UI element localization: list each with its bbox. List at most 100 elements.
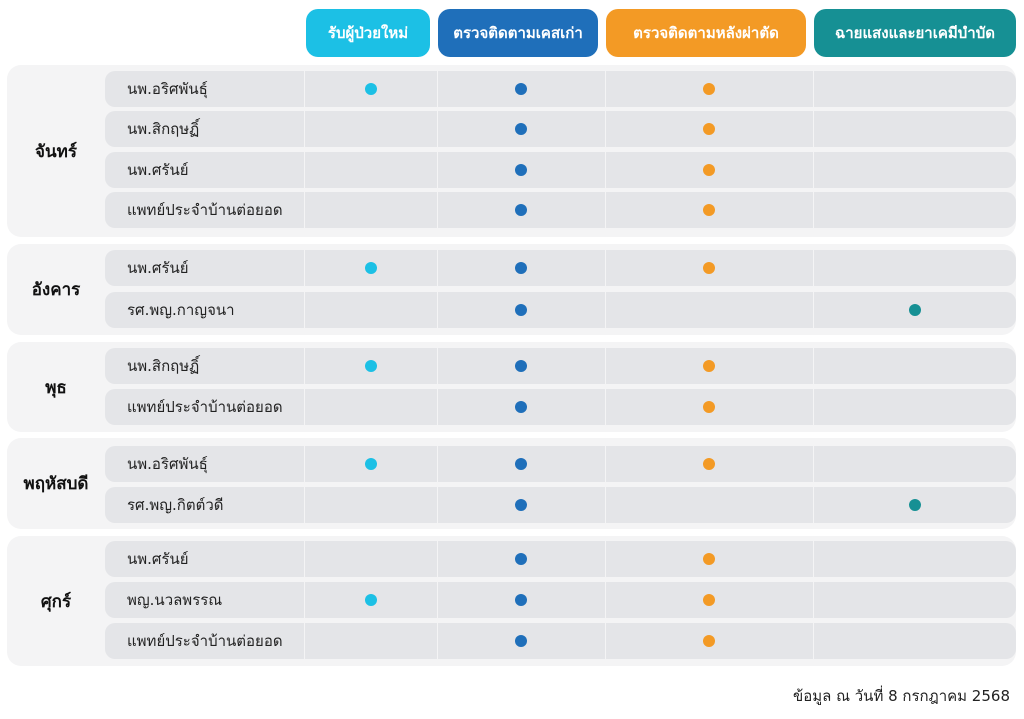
availability-dot-icon [515,83,527,95]
availability-dot-icon [703,458,715,470]
schedule-cell [437,71,606,107]
availability-dot-icon [703,123,715,135]
schedule-cell [437,541,606,577]
schedule-cell [605,348,814,384]
doctor-name: นพ.อริศพันธุ์ [105,71,305,107]
availability-dot-icon [703,594,715,606]
schedule-cell [437,582,606,618]
schedule-row: นพ.ศรันย์ [105,152,1016,188]
schedule-cell [305,389,438,425]
schedule-cell [305,348,438,384]
schedule-cell [813,348,1016,384]
schedule-row: พญ.นวลพรรณ [105,582,1016,618]
column-header-4: ฉายแสงและยาเคมีบำบัด [814,9,1016,57]
schedule-cell [437,111,606,147]
availability-dot-icon [515,553,527,565]
schedule-row: รศ.พญ.กาญจนา [105,292,1016,328]
availability-dot-icon [703,262,715,274]
schedule-cell [813,389,1016,425]
day-label: ศุกร์ [40,591,72,612]
schedule-cell [813,446,1016,482]
schedule-cell [437,292,606,328]
day-group: พฤหัสบดี นพ.อริศพันธุ์ รศ.พญ.กิตต์วดี [7,438,1016,529]
schedule-cell [605,389,814,425]
availability-dot-icon [515,594,527,606]
doctor-name: นพ.สิกฤษฏิ์ [105,348,305,384]
doctor-name: แพทย์ประจำบ้านต่อยอด [105,389,305,425]
schedule-cell [305,446,438,482]
availability-dot-icon [365,360,377,372]
schedule-cell [813,250,1016,286]
availability-dot-icon [703,401,715,413]
schedule-cell [437,446,606,482]
schedule-cell [813,111,1016,147]
schedule-cell [605,623,814,659]
day-group: พุธ นพ.สิกฤษฏิ์แพทย์ประจำบ้านต่อยอด [7,342,1016,432]
schedule-cell [305,111,438,147]
schedule-cell [813,623,1016,659]
schedule-cell [813,192,1016,228]
schedule-cell [305,487,438,523]
day-group: อังคาร นพ.ศรันย์รศ.พญ.กาญจนา [7,244,1016,335]
column-header-2: ตรวจติดตามเคสเก่า [438,9,598,57]
schedule-cell [305,623,438,659]
doctor-name: นพ.ศรันย์ [105,250,305,286]
doctor-name: แพทย์ประจำบ้านต่อยอด [105,623,305,659]
schedule-cell [605,152,814,188]
availability-dot-icon [703,164,715,176]
schedule-row: รศ.พญ.กิตต์วดี [105,487,1016,523]
availability-dot-icon [365,83,377,95]
doctor-name: นพ.ศรันย์ [105,152,305,188]
doctor-name: นพ.สิกฤษฏิ์ [105,111,305,147]
schedule-cell [437,487,606,523]
availability-dot-icon [703,360,715,372]
schedule-row: นพ.สิกฤษฏิ์ [105,348,1016,384]
availability-dot-icon [908,304,921,316]
availability-dot-icon [515,458,527,470]
schedule-cell [813,541,1016,577]
doctor-name: พญ.นวลพรรณ [105,582,305,618]
schedule-cell [813,582,1016,618]
schedule-cell [305,292,438,328]
schedule-row: นพ.ศรันย์ [105,541,1016,577]
availability-dot-icon [365,458,377,470]
availability-dot-icon [515,164,527,176]
schedule-cell [305,192,438,228]
schedule-row: แพทย์ประจำบ้านต่อยอด [105,623,1016,659]
schedule-cell [305,71,438,107]
data-date-note: ข้อมูล ณ วันที่ 8 กรกฎาคม 2568 [792,687,1010,705]
doctor-name: รศ.พญ.กิตต์วดี [105,487,305,523]
doctor-name: นพ.ศรันย์ [105,541,305,577]
availability-dot-icon [515,204,527,216]
availability-dot-icon [703,635,715,647]
day-label: พุธ [45,377,67,398]
schedule-cell [605,541,814,577]
schedule-cell [437,152,606,188]
schedule-cell [305,250,438,286]
schedule-cell [437,623,606,659]
availability-dot-icon [515,123,527,135]
schedule-row: นพ.อริศพันธุ์ [105,446,1016,482]
schedule-cell [437,348,606,384]
column-header-1: รับผู้ป่วยใหม่ [306,9,430,57]
schedule-cell [605,111,814,147]
doctor-name: นพ.อริศพันธุ์ [105,446,305,482]
availability-dot-icon [703,83,715,95]
doctor-name: แพทย์ประจำบ้านต่อยอด [105,192,305,228]
availability-dot-icon [515,635,527,647]
schedule-cell [813,152,1016,188]
schedule-row: นพ.อริศพันธุ์ [105,71,1016,107]
schedule-cell [605,250,814,286]
day-label: จันทร์ [35,141,77,162]
day-group: ศุกร์ นพ.ศรันย์พญ.นวลพรรณแพทย์ประจำบ้านต่… [7,536,1016,666]
schedule-row: นพ.สิกฤษฏิ์ [105,111,1016,147]
schedule-cell [605,192,814,228]
schedule-cell [437,389,606,425]
schedule-cell [605,487,814,523]
column-header-3: ตรวจติดตามหลังผ่าตัด [606,9,806,57]
day-label: อังคาร [31,280,81,300]
schedule-cell [813,71,1016,107]
schedule-cell [813,487,1016,523]
availability-dot-icon [703,204,715,216]
schedule-row: นพ.ศรันย์ [105,250,1016,286]
